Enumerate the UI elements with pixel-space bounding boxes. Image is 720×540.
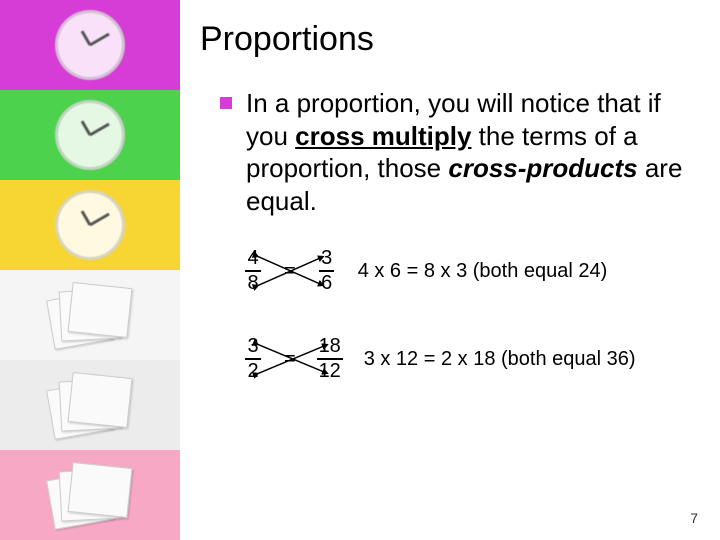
example-row: 4 8 = 3 6 4 x 6 = 8: [240, 247, 700, 295]
fraction: 4 8: [240, 247, 266, 295]
decorative-sidebar: [0, 0, 180, 540]
bullet-row: In a proportion, you will notice that if…: [220, 87, 700, 217]
numerator: 3: [245, 335, 260, 360]
denominator: 2: [247, 360, 258, 383]
fraction: 3 6: [314, 247, 340, 295]
equals-sign: =: [284, 348, 296, 371]
fraction: 3 2: [240, 335, 266, 383]
fraction: 18 12: [314, 335, 346, 383]
numerator: 3: [319, 247, 334, 272]
page-number: 7: [690, 510, 698, 526]
tile-clock: [0, 90, 180, 180]
example-row: 3 2 = 18 12 3 x 12 = 2 x 18 (both equal …: [240, 335, 700, 383]
slide-content: Proportions In a proportion, you will no…: [200, 20, 700, 423]
tile-papers: [0, 450, 180, 540]
tile-papers: [0, 360, 180, 450]
numerator: 4: [245, 247, 260, 272]
term-cross-products: cross-products: [448, 153, 637, 183]
tile-papers: [0, 270, 180, 360]
examples: 4 8 = 3 6 4 x 6 = 8: [240, 247, 700, 383]
denominator: 8: [247, 272, 258, 295]
proportion-2: 3 2 = 18 12: [240, 335, 346, 383]
denominator: 12: [319, 360, 341, 383]
body-text: In a proportion, you will notice that if…: [246, 87, 700, 217]
term-cross-multiply: cross multiply: [295, 121, 471, 151]
proportion-1: 4 8 = 3 6: [240, 247, 340, 295]
page-title: Proportions: [200, 20, 700, 59]
equals-sign: =: [284, 260, 296, 283]
example-explain: 4 x 6 = 8 x 3 (both equal 24): [358, 260, 608, 283]
numerator: 18: [317, 335, 343, 360]
tile-clock: [0, 180, 180, 270]
denominator: 6: [321, 272, 332, 295]
bullet-icon: [220, 97, 232, 109]
example-explain: 3 x 12 = 2 x 18 (both equal 36): [364, 348, 636, 371]
tile-clock: [0, 0, 180, 90]
